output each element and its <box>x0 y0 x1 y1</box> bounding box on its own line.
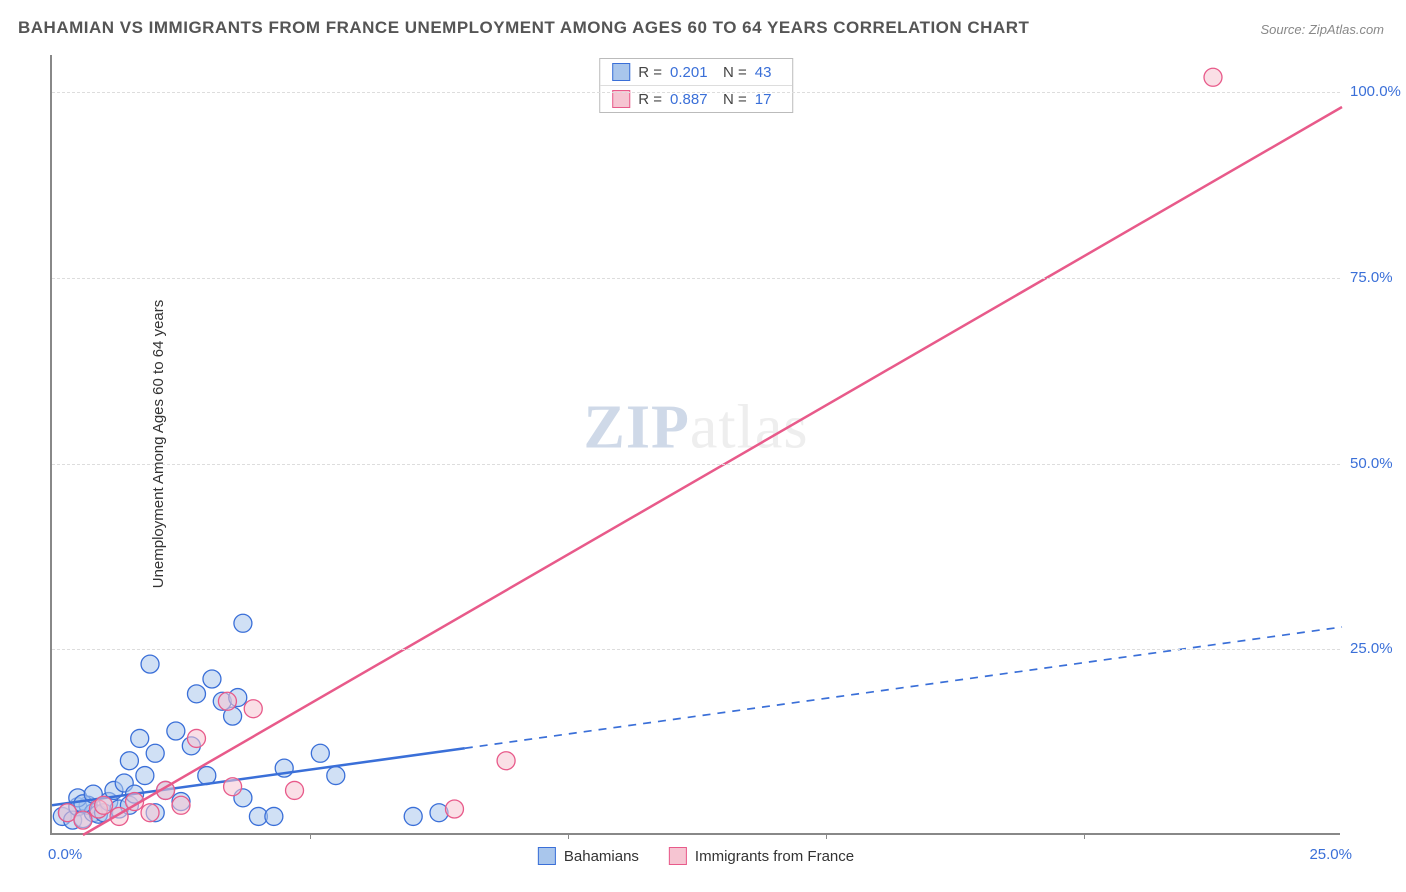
x-tick-mark <box>826 833 827 839</box>
bahamians-point <box>146 744 164 762</box>
france-point <box>286 781 304 799</box>
bahamians-point <box>141 655 159 673</box>
legend-label: Bahamians <box>564 848 639 865</box>
y-tick-label: 75.0% <box>1350 269 1406 286</box>
gridline <box>52 92 1340 93</box>
legend-item-bahamians: Bahamians <box>538 847 639 865</box>
y-tick-label: 50.0% <box>1350 455 1406 472</box>
bahamians-point <box>311 744 329 762</box>
france-point <box>1204 68 1222 86</box>
y-tick-label: 25.0% <box>1350 640 1406 657</box>
bahamians-point <box>187 685 205 703</box>
legend-label: Immigrants from France <box>695 848 854 865</box>
bahamians-trendline-dashed <box>465 627 1342 748</box>
x-tick-mark <box>568 833 569 839</box>
bahamians-point <box>234 614 252 632</box>
x-tick-mark <box>1084 833 1085 839</box>
x-tick-label: 25.0% <box>1292 846 1352 863</box>
bahamians-point <box>120 752 138 770</box>
y-tick-label: 100.0% <box>1350 83 1406 100</box>
france-point <box>95 796 113 814</box>
series-legend: Bahamians Immigrants from France <box>538 847 854 865</box>
france-trendline <box>83 107 1342 835</box>
bahamians-point <box>203 670 221 688</box>
bahamians-point <box>136 767 154 785</box>
france-point <box>172 796 190 814</box>
bahamians-point <box>265 807 283 825</box>
france-point <box>497 752 515 770</box>
france-point <box>141 804 159 822</box>
france-point <box>218 692 236 710</box>
source-label: Source: ZipAtlas.com <box>1260 22 1384 37</box>
gridline <box>52 649 1340 650</box>
bahamians-swatch-icon <box>538 847 556 865</box>
france-swatch-icon <box>669 847 687 865</box>
bahamians-point <box>131 729 149 747</box>
bahamians-point <box>327 767 345 785</box>
france-point <box>445 800 463 818</box>
bahamians-trendline <box>52 748 465 805</box>
france-point <box>244 700 262 718</box>
gridline <box>52 278 1340 279</box>
chart-title: BAHAMIAN VS IMMIGRANTS FROM FRANCE UNEMP… <box>18 18 1029 38</box>
chart-area: ZIPatlas Unemployment Among Ages 60 to 6… <box>50 55 1340 835</box>
legend-item-france: Immigrants from France <box>669 847 854 865</box>
france-point <box>187 729 205 747</box>
gridline <box>52 464 1340 465</box>
plot-svg <box>52 55 1340 833</box>
bahamians-point <box>167 722 185 740</box>
france-point <box>74 811 92 829</box>
x-tick-label: 0.0% <box>48 846 82 863</box>
bahamians-point <box>404 807 422 825</box>
france-point <box>224 778 242 796</box>
x-tick-mark <box>310 833 311 839</box>
